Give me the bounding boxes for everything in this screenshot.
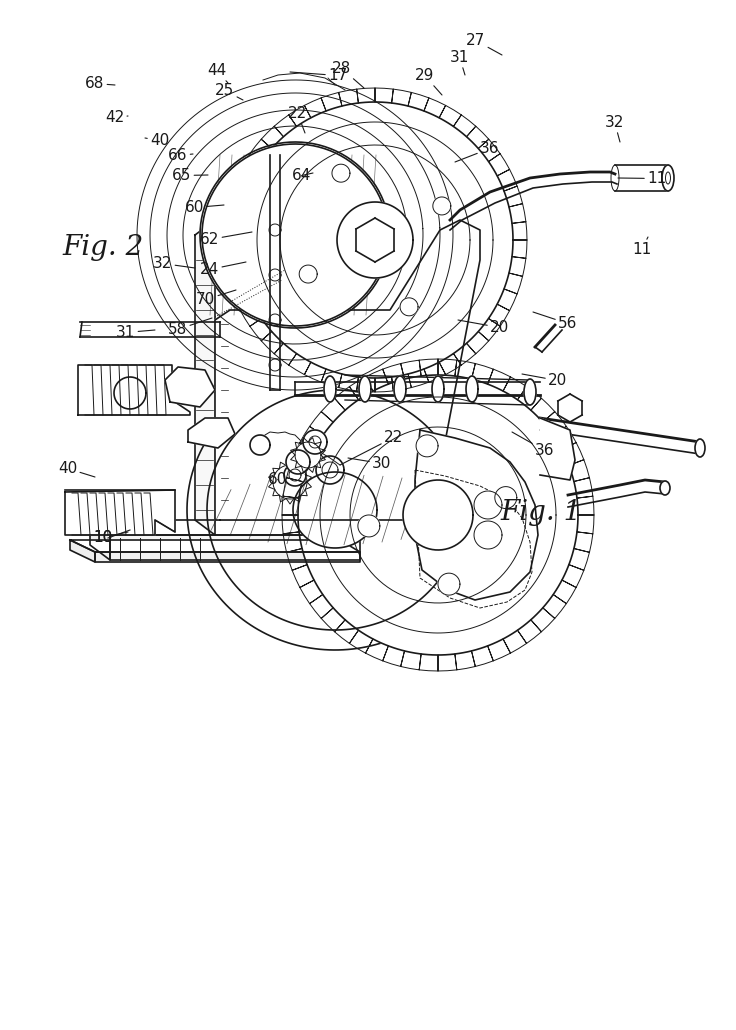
Text: 56: 56 xyxy=(533,312,577,331)
Ellipse shape xyxy=(660,481,670,495)
Polygon shape xyxy=(474,521,502,549)
Polygon shape xyxy=(250,435,270,455)
Polygon shape xyxy=(316,456,344,484)
Text: 36: 36 xyxy=(512,432,554,458)
Polygon shape xyxy=(416,435,438,457)
Polygon shape xyxy=(358,515,380,537)
Text: 62: 62 xyxy=(200,232,252,247)
Text: 66: 66 xyxy=(168,148,193,163)
Text: 17: 17 xyxy=(290,68,347,83)
Polygon shape xyxy=(295,442,321,468)
Text: 44: 44 xyxy=(207,63,228,83)
Polygon shape xyxy=(303,430,327,454)
Text: 20: 20 xyxy=(522,373,567,388)
Polygon shape xyxy=(324,376,336,402)
Text: 58: 58 xyxy=(168,318,212,337)
Polygon shape xyxy=(299,265,317,283)
Text: 31: 31 xyxy=(450,50,470,75)
Text: 11: 11 xyxy=(632,237,651,258)
Polygon shape xyxy=(394,376,406,402)
Text: 11: 11 xyxy=(618,171,666,186)
Polygon shape xyxy=(202,144,388,327)
Polygon shape xyxy=(195,220,215,535)
Polygon shape xyxy=(286,450,310,474)
Text: 25: 25 xyxy=(215,83,243,100)
Text: 22: 22 xyxy=(288,106,307,133)
Polygon shape xyxy=(188,418,235,448)
Polygon shape xyxy=(65,490,175,535)
Text: 10: 10 xyxy=(93,530,113,545)
Polygon shape xyxy=(495,486,517,509)
Text: 10: 10 xyxy=(93,530,128,545)
Polygon shape xyxy=(466,376,478,402)
Text: 27: 27 xyxy=(466,33,502,55)
Text: 28: 28 xyxy=(332,61,364,88)
Polygon shape xyxy=(114,377,146,409)
Polygon shape xyxy=(237,102,513,378)
Polygon shape xyxy=(90,520,360,535)
Polygon shape xyxy=(215,220,480,520)
Polygon shape xyxy=(284,464,306,486)
Text: 32: 32 xyxy=(153,256,195,271)
Text: Fig. 1: Fig. 1 xyxy=(500,499,581,526)
Polygon shape xyxy=(90,520,110,560)
Polygon shape xyxy=(95,552,360,562)
Polygon shape xyxy=(403,480,473,550)
Ellipse shape xyxy=(695,439,705,457)
Text: 70: 70 xyxy=(196,290,236,307)
Text: Fig. 2: Fig. 2 xyxy=(62,234,144,261)
Text: 20: 20 xyxy=(458,320,509,335)
Text: 32: 32 xyxy=(605,115,624,142)
Polygon shape xyxy=(438,573,460,595)
Text: 36: 36 xyxy=(455,141,500,162)
Text: 22: 22 xyxy=(340,430,403,465)
Polygon shape xyxy=(110,535,360,560)
Polygon shape xyxy=(433,197,451,215)
Ellipse shape xyxy=(524,379,536,405)
Polygon shape xyxy=(165,367,215,407)
Text: 40: 40 xyxy=(58,461,95,477)
Text: 40: 40 xyxy=(145,133,169,148)
Polygon shape xyxy=(70,540,95,562)
Text: 30: 30 xyxy=(348,456,392,471)
Polygon shape xyxy=(78,365,190,415)
Polygon shape xyxy=(432,376,444,402)
Ellipse shape xyxy=(662,165,674,191)
Polygon shape xyxy=(70,540,360,552)
Text: 60: 60 xyxy=(268,472,287,487)
Polygon shape xyxy=(400,298,418,316)
Polygon shape xyxy=(298,375,578,655)
Text: 60: 60 xyxy=(185,200,224,215)
Text: 29: 29 xyxy=(415,68,442,95)
Text: 68: 68 xyxy=(85,76,115,91)
Text: 24: 24 xyxy=(200,262,246,277)
Polygon shape xyxy=(540,418,575,480)
Polygon shape xyxy=(359,376,371,402)
Polygon shape xyxy=(293,472,377,548)
Polygon shape xyxy=(415,430,538,600)
Polygon shape xyxy=(337,202,413,278)
Polygon shape xyxy=(474,491,502,519)
Text: 31: 31 xyxy=(116,325,155,340)
Polygon shape xyxy=(332,164,350,182)
Polygon shape xyxy=(200,142,390,328)
Text: 65: 65 xyxy=(172,168,208,183)
Text: 64: 64 xyxy=(292,168,313,183)
Text: 42: 42 xyxy=(105,110,128,125)
Polygon shape xyxy=(187,370,483,650)
